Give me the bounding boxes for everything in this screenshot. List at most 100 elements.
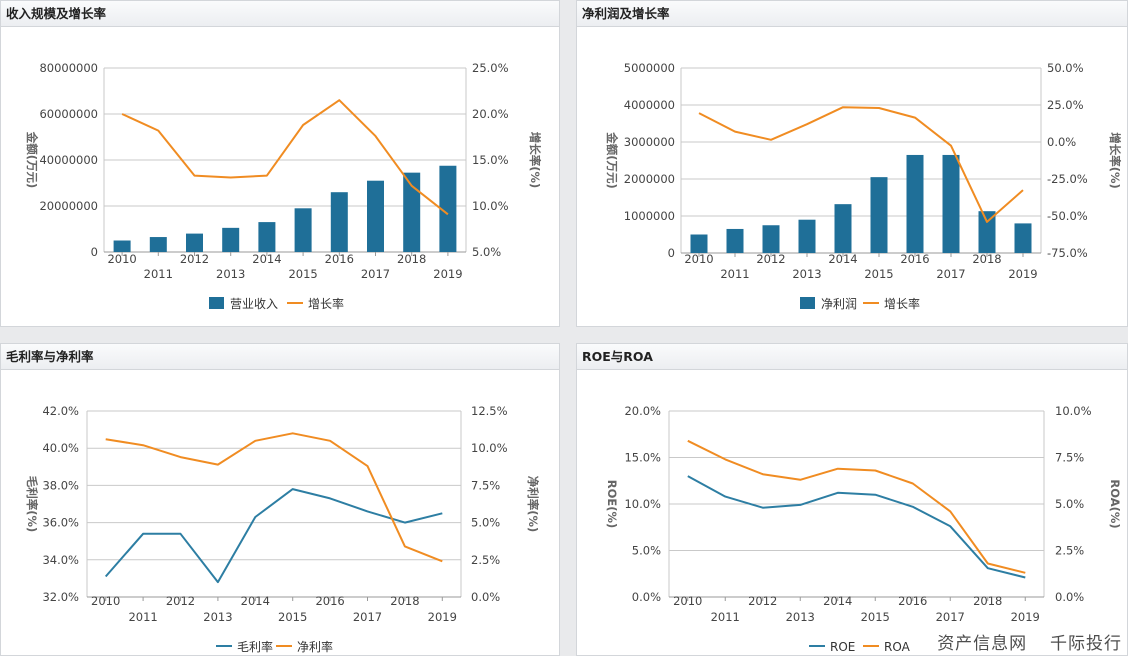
left-axis-title: 金额(万元) (25, 131, 39, 189)
bar (978, 211, 996, 253)
bar (149, 237, 167, 252)
bar (258, 222, 276, 252)
x-tick-label: 2010 (91, 594, 120, 608)
x-tick-label: 2013 (786, 610, 815, 624)
left-tick-label: 38.0% (42, 478, 79, 492)
x-tick-label: 2014 (241, 594, 270, 608)
bar (942, 154, 960, 253)
panel-title: ROE与ROA (582, 349, 653, 364)
left-tick-label: 15.0% (624, 451, 661, 465)
series-line (698, 106, 1024, 223)
x-tick-label: 2013 (216, 267, 245, 281)
right-axis-title: 增长率(%) (1108, 132, 1122, 189)
series-line (121, 99, 449, 216)
x-tick-label: 2010 (107, 252, 136, 266)
bar (186, 233, 203, 252)
panel-header: 毛利率与净利率 (1, 344, 559, 370)
x-tick-label: 2019 (428, 610, 457, 624)
x-tick-label: 2015 (861, 610, 890, 624)
right-axis-title: 净利率(%) (526, 476, 540, 533)
panel-title: 净利润及增长率 (582, 6, 670, 21)
bar (1014, 223, 1032, 253)
right-tick-label: 10.0% (472, 199, 509, 213)
legend-label: 增长率 (884, 296, 920, 311)
x-tick-label: 2014 (828, 252, 857, 266)
bar (834, 204, 852, 253)
left-tick-label: 0 (668, 246, 675, 260)
x-tick-label: 2017 (936, 267, 965, 281)
x-tick-label: 2017 (353, 610, 382, 624)
left-tick-label: 40.0% (42, 441, 79, 455)
series-line (104, 488, 443, 584)
right-tick-label: 25.0% (472, 61, 509, 75)
x-tick-label: 2018 (973, 594, 1002, 608)
right-axis-title: ROA(%) (1108, 479, 1122, 528)
x-tick-label: 2011 (720, 267, 749, 281)
series-line (105, 432, 443, 563)
roe-roa-chart: 0.0% 5.0% 10.0% 15.0% 20.0% 0.0% 2.5% 5.0% 7.5% 1… (605, 404, 1122, 654)
x-tick-label: 2011 (144, 267, 173, 281)
net-profit-growth-chart: 0 1000000 2000000 3000000 4000000 5000000 -75.… (605, 61, 1122, 311)
bar (798, 219, 816, 253)
right-tick-label: 12.5% (471, 404, 508, 418)
right-tick-label: 7.5% (1055, 451, 1084, 465)
left-axis-title: 金额(万元) (605, 131, 619, 189)
x-tick-label: 2012 (748, 594, 777, 608)
right-tick-label: 0.0% (471, 590, 500, 604)
right-tick-label: 50.0% (1047, 61, 1084, 75)
x-tick-label: 2016 (900, 252, 929, 266)
bar (762, 225, 780, 253)
bar (906, 154, 924, 253)
watermark: 资产信息网 千际投行 (937, 629, 1122, 654)
left-tick-label: 5000000 (624, 61, 675, 75)
right-tick-label: 10.0% (1055, 404, 1092, 418)
right-tick-label: 0.0% (1047, 135, 1076, 149)
revenue-growth-chart: 0 20000000 40000000 60000000 80000000 5.0% 10.… (25, 61, 542, 311)
legend-label: 净利率 (297, 639, 333, 654)
right-axis-title: 增长率(%) (528, 132, 542, 189)
left-tick-label: 20.0% (624, 404, 661, 418)
right-tick-label: 5.0% (471, 516, 500, 530)
x-tick-label: 2016 (898, 594, 927, 608)
right-tick-label: 5.0% (1055, 497, 1084, 511)
x-tick-label: 2011 (711, 610, 740, 624)
panel-header: 收入规模及增长率 (1, 1, 559, 27)
x-tick-label: 2015 (864, 267, 893, 281)
right-tick-label: 5.0% (472, 245, 501, 259)
x-tick-label: 2012 (180, 252, 209, 266)
x-tick-label: 2013 (792, 267, 821, 281)
left-axis-title: ROE(%) (605, 480, 619, 529)
legend-label: 增长率 (308, 296, 344, 311)
right-tick-label: 2.5% (1055, 544, 1084, 558)
x-tick-label: 2018 (972, 252, 1001, 266)
x-tick-label: 2010 (684, 252, 713, 266)
margin-chart: 32.0% 34.0% 36.0% 38.0% 40.0% 42.0% 0.0% 2.5% 5.… (25, 404, 540, 654)
bar (726, 228, 744, 253)
x-tick-label: 2010 (673, 594, 702, 608)
left-tick-label: 0.0% (632, 590, 661, 604)
x-tick-label: 2014 (252, 252, 281, 266)
bar (690, 234, 708, 253)
x-tick-label: 2015 (288, 267, 317, 281)
x-tick-label: 2018 (397, 252, 426, 266)
left-tick-label: 40000000 (39, 153, 98, 167)
x-tick-label: 2017 (361, 267, 390, 281)
legend-label: 净利润 (821, 297, 857, 311)
panel-title: 毛利率与净利率 (6, 349, 94, 364)
left-tick-label: 34.0% (42, 553, 79, 567)
net-profit-growth-panel: 净利润及增长率 0 1000000 2000000 3000000 4000000 500… (576, 0, 1128, 327)
revenue-growth-panel: 收入规模及增长率 0 20000000 40000000 60000000 800000… (0, 0, 560, 327)
right-tick-label: 15.0% (472, 153, 509, 167)
right-tick-label: -25.0% (1047, 172, 1088, 186)
x-tick-label: 2012 (756, 252, 785, 266)
left-tick-label: 2000000 (624, 172, 675, 186)
left-tick-label: 0 (91, 245, 98, 259)
panel-header: 净利润及增长率 (577, 1, 1127, 27)
margin-panel: 毛利率与净利率 32.0% 34.0% 36.0% 38.0% 40.0% 42.0% 0.… (0, 343, 560, 656)
legend-label: ROA (884, 640, 911, 654)
left-tick-label: 1000000 (624, 209, 675, 223)
series-line (687, 475, 1026, 579)
x-tick-label: 2016 (315, 594, 344, 608)
left-tick-label: 20000000 (39, 199, 98, 213)
x-tick-label: 2019 (1011, 610, 1040, 624)
